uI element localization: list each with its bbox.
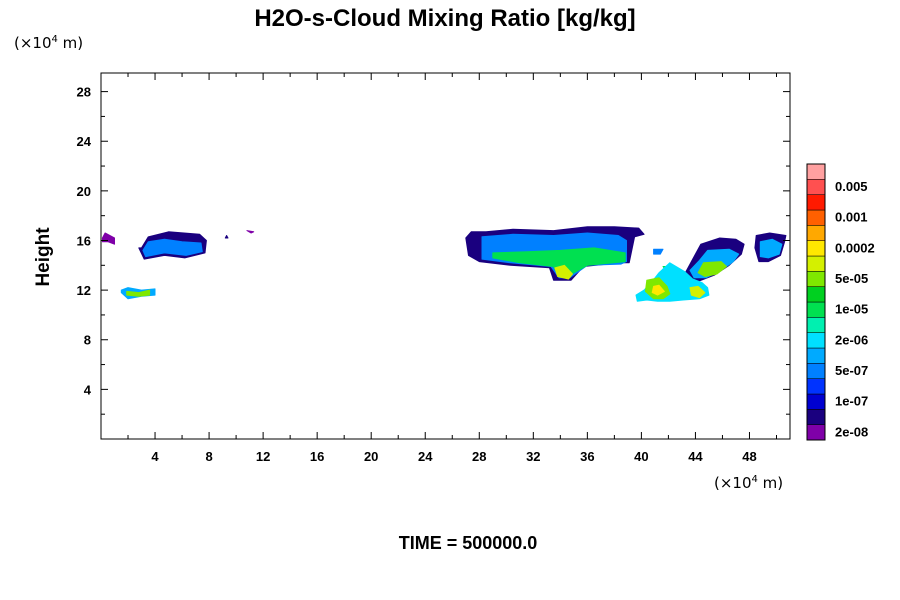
plot-layer xyxy=(101,226,787,302)
x-tick-label: 20 xyxy=(364,449,378,464)
y-unit-exponent: 4 xyxy=(52,34,58,45)
colorbar-swatch xyxy=(806,225,826,241)
x-tick-label: 44 xyxy=(688,449,703,464)
x-tick-label: 48 xyxy=(742,449,756,464)
colorbar-swatch xyxy=(806,347,826,364)
cloud-region-9 xyxy=(492,247,626,277)
cloud-region-11 xyxy=(653,248,664,255)
x-unit-label: (×104 m) xyxy=(714,474,783,492)
y-tick-label: 24 xyxy=(77,134,92,149)
colorbar-label: 1e-05 xyxy=(835,302,868,317)
chart-title: H2O-s-Cloud Mixing Ratio [kg/kg] xyxy=(254,5,635,32)
colorbar-swatch xyxy=(806,393,826,410)
x-tick-label: 28 xyxy=(472,449,486,464)
colorbar-swatch xyxy=(806,332,826,349)
cloud-region-19 xyxy=(689,285,706,299)
cloud-region-4 xyxy=(126,289,151,297)
colorbar-label: 1e-07 xyxy=(835,394,868,409)
y-axis-label: Height xyxy=(33,227,54,287)
y-tick-label: 20 xyxy=(77,184,91,199)
x-tick-label: 8 xyxy=(205,449,212,464)
cloud-region-10 xyxy=(554,264,573,280)
colorbar: 2e-08 1e-07 5e-07 2e-06 1e-05 5e-05 0.0002 0.00… xyxy=(806,163,875,441)
colorbar-swatch xyxy=(806,409,826,425)
x-unit-exponent: 4 xyxy=(752,474,758,485)
x-tick-label: 40 xyxy=(634,449,648,464)
colorbar-label: 2e-06 xyxy=(835,332,868,347)
time-label: TIME = 500000.0 xyxy=(399,533,538,553)
colorbar-label: 5e-07 xyxy=(835,363,868,378)
colorbar-swatch xyxy=(806,378,826,395)
colorbar-frame xyxy=(806,163,826,441)
cloud-region-21 xyxy=(759,238,783,259)
y-tick-label: 4 xyxy=(84,382,92,397)
x-tick-label: 4 xyxy=(151,449,159,464)
colorbar-label: 5e-05 xyxy=(835,271,868,286)
y-tick-label: 28 xyxy=(77,85,91,100)
colorbar-swatch xyxy=(806,194,826,211)
colorbar-swatch xyxy=(806,209,826,226)
colorbar-swatch xyxy=(806,424,826,441)
colorbar-swatch xyxy=(806,240,826,257)
x-tick-label: 12 xyxy=(256,449,270,464)
colorbar-label: 0.005 xyxy=(835,179,868,194)
cloud-region-18 xyxy=(651,284,665,296)
y-tick-label: 12 xyxy=(77,283,91,298)
x-tick-label: 24 xyxy=(418,449,433,464)
cloud-region-15 xyxy=(697,261,727,277)
colorbar-swatch xyxy=(806,255,826,272)
y-unit-label: (×104 m) xyxy=(14,34,83,52)
colorbar-swatch xyxy=(806,271,826,287)
y-tick-label: 8 xyxy=(84,333,91,348)
cloud-region-0 xyxy=(101,232,115,245)
cloud-region-2 xyxy=(142,238,203,258)
x-tick-label: 36 xyxy=(580,449,594,464)
colorbar-swatch xyxy=(806,286,826,303)
plot-frame xyxy=(100,72,791,440)
y-tick-label: 16 xyxy=(77,233,91,248)
colorbar-swatch xyxy=(806,363,826,379)
colorbar-swatch xyxy=(806,301,826,318)
colorbar-label: 0.001 xyxy=(835,210,868,225)
colorbar-label: 2e-08 xyxy=(835,424,868,439)
cloud-region-5 xyxy=(224,235,229,239)
x-tick-label: 16 xyxy=(310,449,324,464)
colorbar-label: 0.0002 xyxy=(835,240,875,255)
cloud-region-6 xyxy=(246,230,255,234)
colorbar-swatch xyxy=(806,317,826,333)
x-tick-label: 32 xyxy=(526,449,540,464)
colorbar-swatch xyxy=(806,163,826,180)
colorbar-swatch xyxy=(806,179,826,195)
